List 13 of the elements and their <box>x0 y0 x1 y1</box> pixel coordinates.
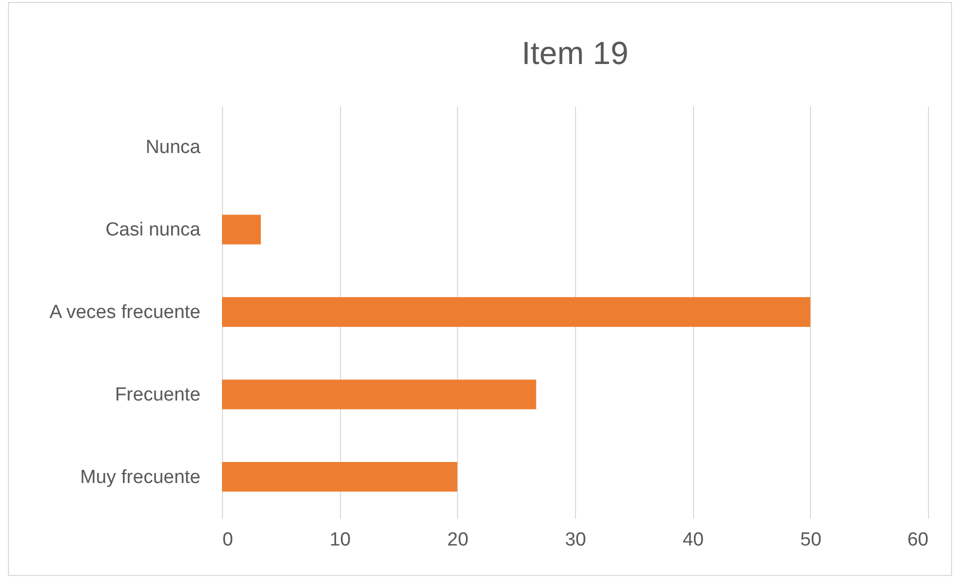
x-tick-label: 50 <box>800 530 822 550</box>
x-tick-label: 30 <box>564 530 586 550</box>
y-tick-label: Muy frecuente <box>80 466 200 488</box>
y-tick-label: Casi nunca <box>105 220 201 241</box>
y-tick-label: Nunca <box>146 137 201 158</box>
y-tick-label: Frecuente <box>114 384 200 406</box>
x-tick-label: 10 <box>330 530 351 550</box>
x-tick-label: 0 <box>222 530 234 550</box>
x-tick-label: 40 <box>682 530 704 550</box>
x-tick-label: 20 <box>447 530 468 550</box>
x-tick-label: 60 <box>907 530 928 550</box>
y-tick-label: A veces frecuente <box>49 302 200 323</box>
chart-title: Item 19 <box>522 35 628 71</box>
